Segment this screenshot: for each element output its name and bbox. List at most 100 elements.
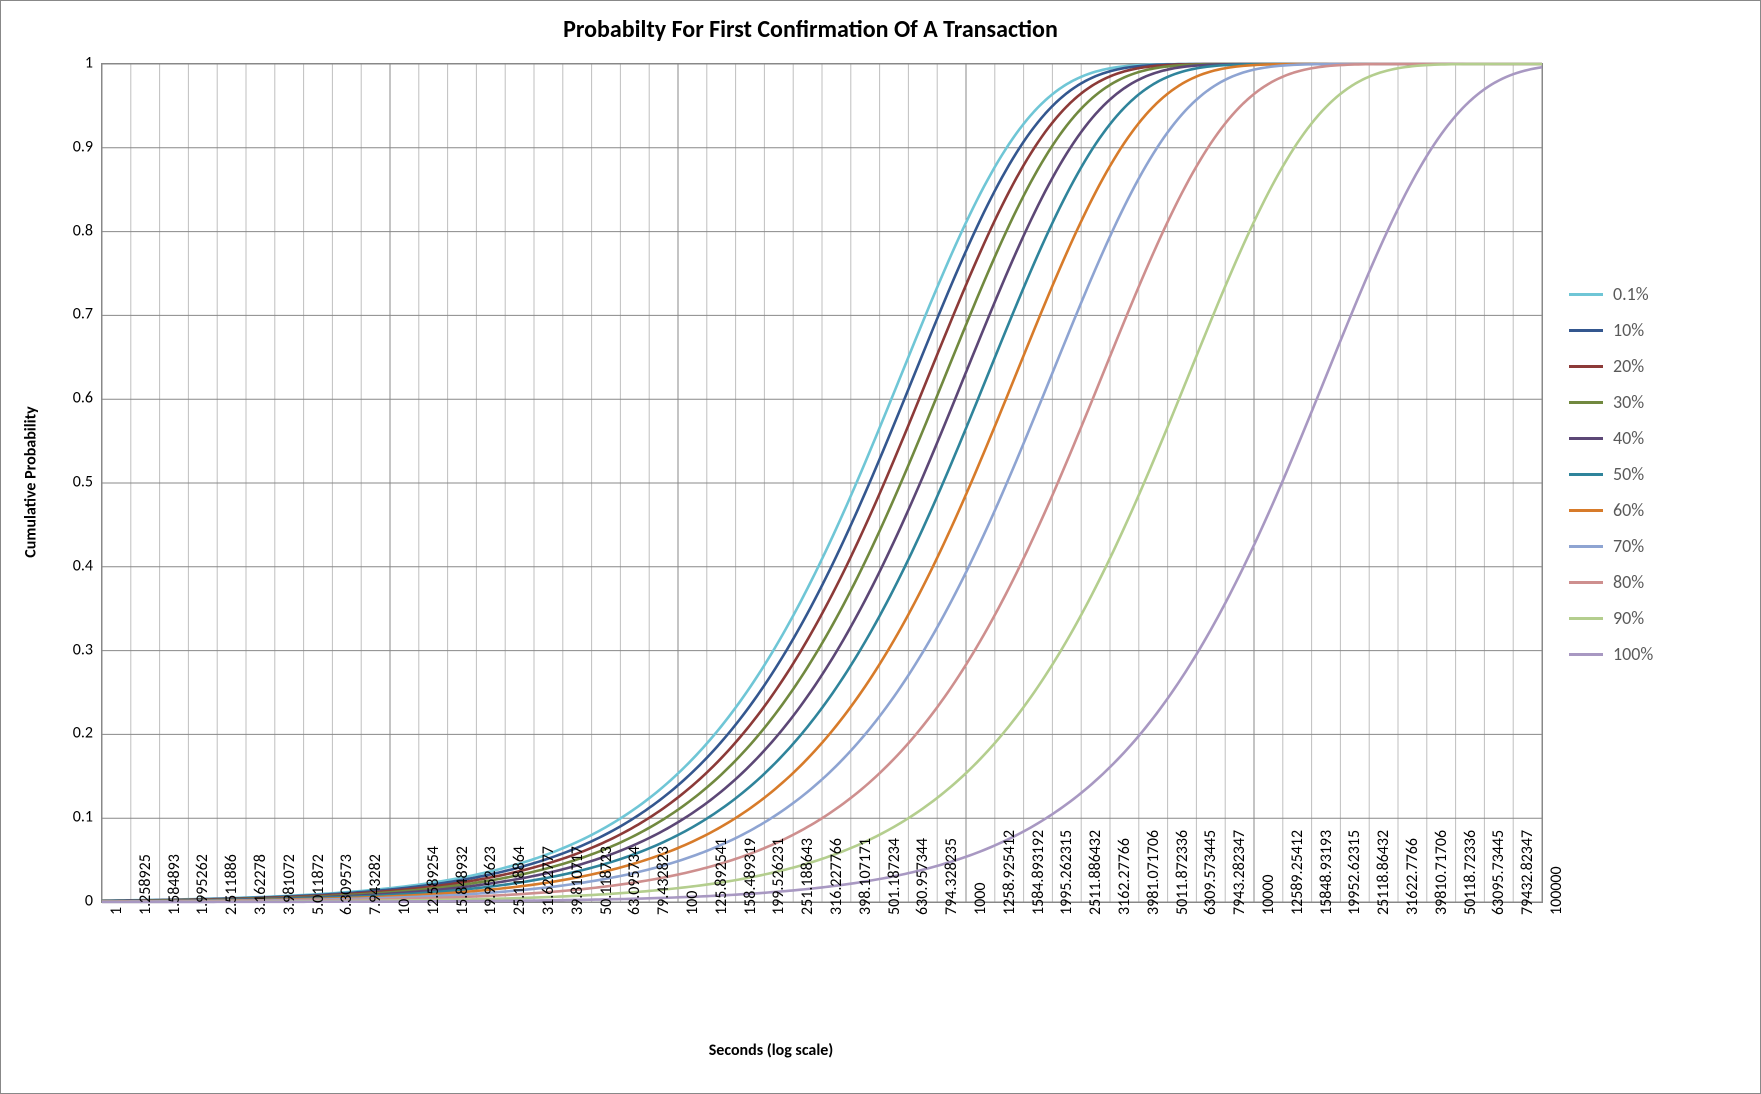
legend-swatch — [1569, 437, 1603, 440]
x-tick-label: 5011.872336 — [1173, 830, 1192, 915]
x-tick-label: 1.995262 — [193, 854, 212, 915]
y-tick-label: 0.5 — [1, 473, 93, 492]
legend-swatch — [1569, 581, 1603, 584]
legend-item: 30% — [1569, 384, 1653, 420]
x-tick-label: 31622.7766 — [1403, 838, 1422, 915]
legend-swatch — [1569, 653, 1603, 656]
plot-area — [101, 63, 1543, 903]
legend-label: 30% — [1613, 391, 1644, 413]
y-tick-label: 0.4 — [1, 556, 93, 575]
legend: 0.1% 10% 20% 30% 40% 50% 60% 70% 80% 90% 100% — [1569, 276, 1653, 672]
x-tick-label: 1584.893192 — [1029, 830, 1048, 915]
x-tick-label: 39.810717 — [568, 846, 587, 915]
x-tick-label: 12589.25412 — [1288, 830, 1307, 915]
legend-swatch — [1569, 473, 1603, 476]
x-tick-label: 2.511886 — [222, 854, 241, 915]
x-tick-label: 7943.282347 — [1230, 830, 1249, 915]
legend-item: 10% — [1569, 312, 1653, 348]
y-tick-label: 0.1 — [1, 808, 93, 827]
legend-label: 10% — [1613, 319, 1644, 341]
x-tick-label: 2511.886432 — [1086, 830, 1105, 915]
legend-item: 50% — [1569, 456, 1653, 492]
y-tick-label: 0.6 — [1, 389, 93, 408]
x-tick-label: 50.118723 — [597, 846, 616, 915]
x-tick-label: 1258.925412 — [1000, 830, 1019, 915]
x-tick-label: 63095.73445 — [1489, 830, 1508, 915]
legend-item: 100% — [1569, 636, 1653, 672]
x-tick-label: 10 — [395, 899, 414, 915]
legend-label: 60% — [1613, 499, 1644, 521]
legend-swatch — [1569, 329, 1603, 332]
legend-label: 100% — [1613, 643, 1653, 665]
legend-item: 70% — [1569, 528, 1653, 564]
x-tick-label: 100000 — [1547, 866, 1566, 915]
legend-swatch — [1569, 509, 1603, 512]
legend-item: 40% — [1569, 420, 1653, 456]
y-tick-label: 0.8 — [1, 221, 93, 240]
x-tick-label: 316.227766 — [827, 838, 846, 915]
x-tick-label: 50118.72336 — [1461, 830, 1480, 915]
y-tick-label: 0.3 — [1, 640, 93, 659]
x-tick-label: 79432.82347 — [1518, 830, 1537, 915]
x-tick-label: 15848.93193 — [1317, 830, 1336, 915]
legend-item: 20% — [1569, 348, 1653, 384]
x-tick-label: 1995.262315 — [1057, 830, 1076, 915]
x-tick-label: 6.309573 — [337, 854, 356, 915]
chart-frame: Probabilty For First Confirmation Of A T… — [0, 0, 1761, 1094]
x-tick-label: 7.943282 — [366, 854, 385, 915]
chart-title: Probabilty For First Confirmation Of A T… — [1, 15, 1620, 44]
y-tick-label: 0.2 — [1, 724, 93, 743]
legend-label: 80% — [1613, 571, 1644, 593]
x-tick-label: 501.187234 — [885, 838, 904, 915]
legend-swatch — [1569, 401, 1603, 404]
plot-svg — [102, 64, 1542, 902]
y-tick-label: 0.9 — [1, 137, 93, 156]
x-tick-label: 1.258925 — [136, 854, 155, 915]
legend-label: 70% — [1613, 535, 1644, 557]
x-axis-title: Seconds (log scale) — [1, 1041, 1541, 1060]
x-tick-label: 1 — [107, 907, 126, 915]
legend-label: 50% — [1613, 463, 1644, 485]
x-tick-label: 630.957344 — [913, 838, 932, 915]
x-tick-label: 3162.27766 — [1115, 838, 1134, 915]
legend-label: 20% — [1613, 355, 1644, 377]
x-tick-label: 25118.86432 — [1374, 830, 1393, 915]
legend-swatch — [1569, 617, 1603, 620]
legend-item: 0.1% — [1569, 276, 1653, 312]
y-tick-label: 1 — [1, 54, 93, 73]
legend-item: 60% — [1569, 492, 1653, 528]
legend-label: 40% — [1613, 427, 1644, 449]
x-tick-label: 39810.71706 — [1432, 830, 1451, 915]
x-tick-label: 6309.573445 — [1201, 830, 1220, 915]
legend-swatch — [1569, 545, 1603, 548]
x-tick-label: 25.118864 — [510, 846, 529, 915]
x-tick-label: 19.952623 — [481, 846, 500, 915]
legend-label: 0.1% — [1613, 283, 1649, 305]
legend-item: 80% — [1569, 564, 1653, 600]
x-tick-label: 12.589254 — [424, 846, 443, 915]
x-tick-label: 31.622777 — [539, 846, 558, 915]
x-tick-label: 5.011872 — [309, 854, 328, 915]
x-tick-label: 63.095734 — [625, 846, 644, 915]
legend-label: 90% — [1613, 607, 1644, 629]
x-tick-label: 398.107171 — [856, 838, 875, 915]
x-tick-label: 158.489319 — [741, 838, 760, 915]
x-tick-label: 251.188643 — [798, 838, 817, 915]
x-tick-label: 3981.071706 — [1144, 830, 1163, 915]
x-tick-label: 199.526231 — [769, 838, 788, 915]
y-tick-label: 0 — [1, 892, 93, 911]
legend-item: 90% — [1569, 600, 1653, 636]
x-tick-label: 794.328235 — [942, 838, 961, 915]
x-tick-label: 1.584893 — [165, 854, 184, 915]
x-tick-label: 15.848932 — [453, 846, 472, 915]
legend-swatch — [1569, 293, 1603, 296]
y-tick-label: 0.7 — [1, 305, 93, 324]
x-tick-label: 100 — [683, 891, 702, 915]
legend-swatch — [1569, 365, 1603, 368]
x-tick-label: 3.162278 — [251, 854, 270, 915]
x-tick-label: 1000 — [971, 883, 990, 915]
x-tick-label: 3.981072 — [280, 854, 299, 915]
x-tick-label: 125.892541 — [712, 838, 731, 915]
x-tick-label: 10000 — [1259, 874, 1278, 915]
x-tick-label: 19952.62315 — [1345, 830, 1364, 915]
